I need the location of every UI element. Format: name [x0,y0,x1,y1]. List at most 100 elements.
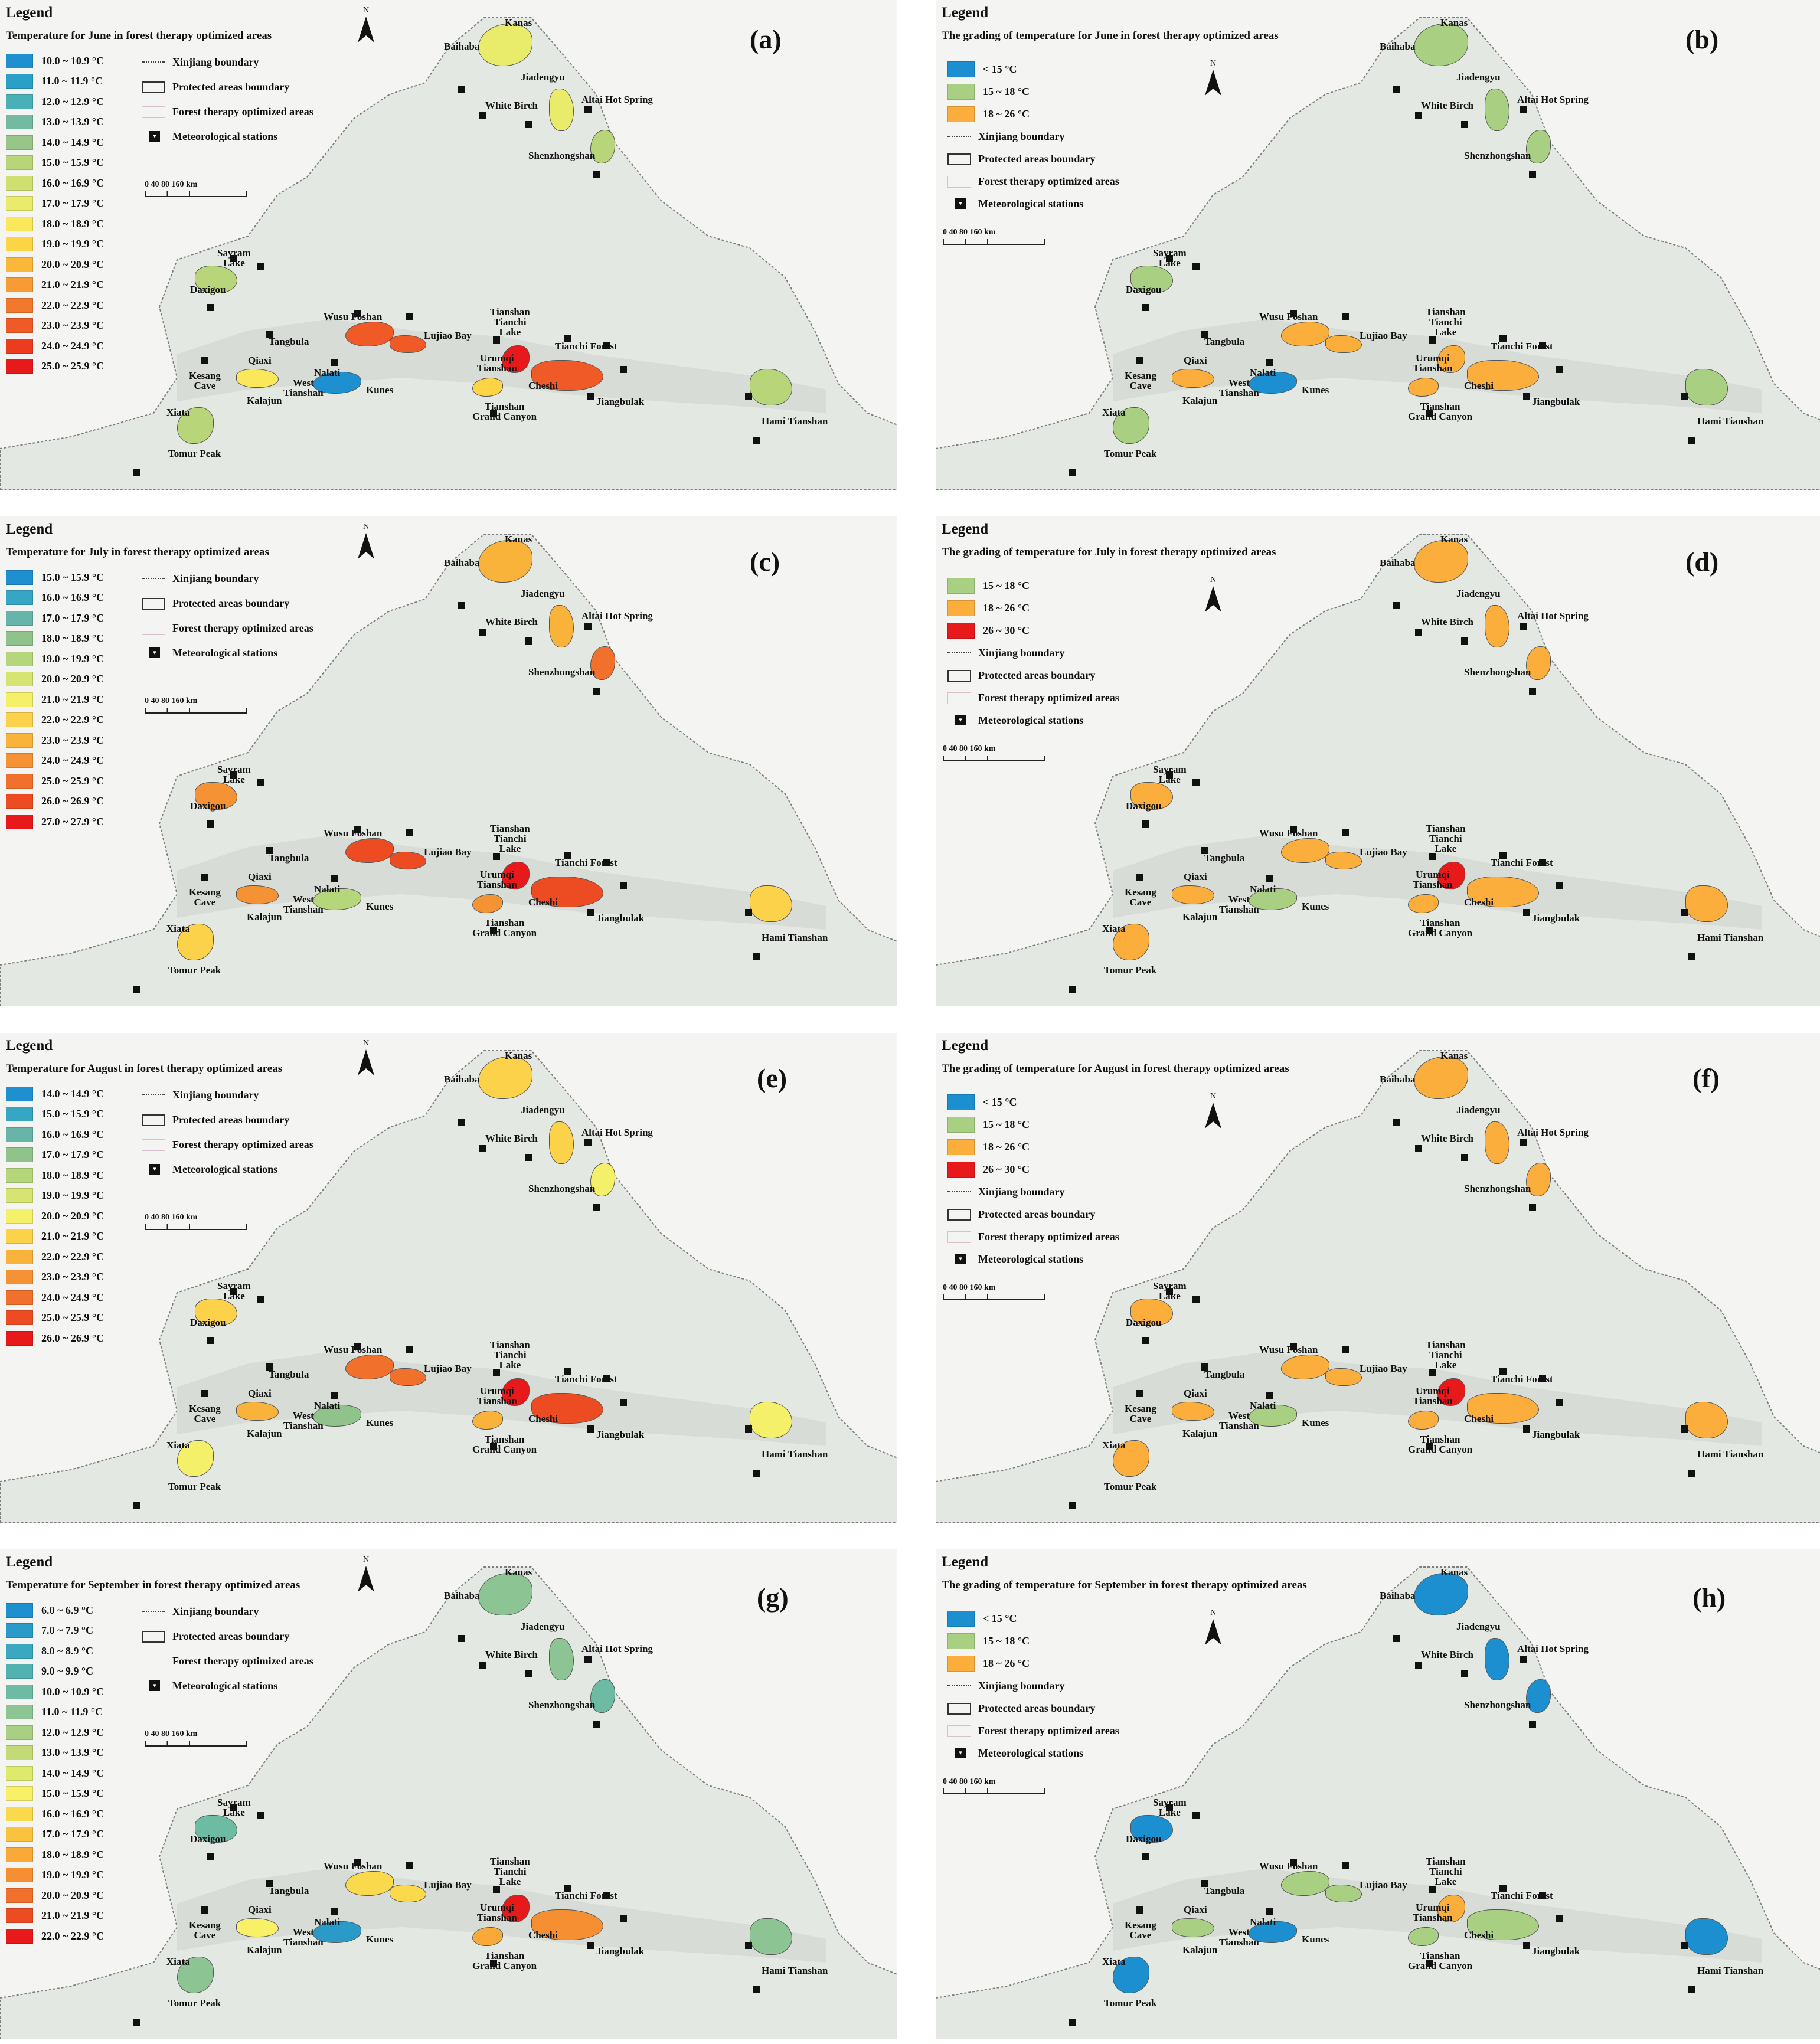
place-label: Jiadengyu [521,588,565,599]
meteorological-station-icon [354,1859,361,1866]
ramp-label: 18.0 ~ 18.9 °C [41,217,104,230]
legend-title: The grading of temperature for June in f… [942,30,1279,42]
meteorological-station-icon [201,357,208,364]
place-label: Altai Hot Spring [581,610,653,622]
forest-area [1467,360,1539,391]
meteorological-station-icon [493,853,500,860]
place-label: Tianshan Tianchi Lake [1426,1856,1466,1887]
place-label: White Birch [485,1649,538,1660]
place-label: Shenzhongshan [528,150,596,161]
color-swatch [6,1127,33,1142]
color-swatch [6,1603,33,1618]
place-label: Daxigou [1126,1833,1162,1844]
symbol-label: Forest therapy optimized areas [172,622,313,634]
scale-label: 0 40 80 160 km [145,1213,198,1222]
symbol-label: Protected areas boundary [978,152,1096,165]
forest-area [750,1402,792,1438]
meteorological-station-icon [1192,263,1200,270]
meteorological-station-icon [1523,393,1530,400]
place-label: Kanas [1440,1566,1468,1578]
place-label: Sayram Lake [217,247,251,269]
meteorological-station-icon [207,1853,214,1860]
forest-area [1414,540,1468,583]
meteorological-station-icon [1069,1502,1076,1509]
scale-label: 0 40 80 160 km [943,1777,996,1786]
meteorological-station-icon [493,1369,500,1376]
place-label: Tangbula [269,1885,309,1896]
color-swatch [6,1868,33,1883]
place-label: Jiadengyu [521,1104,565,1116]
color-swatch [6,1208,33,1224]
station-icon: ▾ [947,1254,971,1264]
forest-area [1130,782,1173,810]
station-icon: ▾ [142,1680,165,1691]
symbol-label: Forest therapy optimized areas [978,1724,1119,1736]
meteorological-station-icon [1266,359,1273,366]
place-label: Daxigou [190,1317,226,1328]
symbol-legend: Xinjiang boundary Protected areas boundar… [142,1082,313,1182]
place-label: Urumqi Tianshan [477,352,517,374]
ramp-row: 7.0 ~ 7.9 °C [6,1621,104,1641]
meteorological-station-icon [1556,366,1563,373]
color-swatch [6,277,33,293]
meteorological-station-icon [1523,1425,1530,1433]
place-label: Daxigou [190,800,226,812]
place-label: Sayram Lake [1153,1797,1187,1818]
place-label: Jiangbulak [1532,1429,1580,1440]
ramp-label: 16.0 ~ 16.9 °C [41,1128,104,1140]
meteorological-station-icon [1290,1343,1297,1350]
meteorological-station-icon [331,1392,338,1399]
legend-title: Temperature for September in forest ther… [6,1579,300,1591]
meteorological-station-icon [458,86,465,93]
place-label: Kanas [1440,1050,1468,1061]
meteorological-station-icon [1520,1656,1527,1663]
ramp-label: 12.0 ~ 12.9 °C [41,1726,104,1738]
meteorological-station-icon [1142,1853,1149,1860]
forest-area [472,378,503,397]
meteorological-station-icon [1166,1804,1173,1811]
color-swatch [6,338,33,354]
color-swatch [6,1188,33,1203]
ramp-row: 12.0 ~ 12.9 °C [6,91,104,112]
place-label: Tianchi Forest [1491,857,1553,868]
symbol-label: Meteorological stations [172,1163,278,1175]
place-label: Kalajun [247,395,282,406]
place-label: Xiata [166,1956,190,1967]
ramp-label: 19.0 ~ 19.9 °C [41,1189,104,1202]
color-ramp: 14.0 ~ 14.9 °C 15.0 ~ 15.9 °C 16.0 ~ 16.9 … [6,1084,104,1349]
ramp-label: 21.0 ~ 21.9 °C [41,1909,104,1922]
symbol-label: Xinjiang boundary [172,572,259,584]
meteorological-station-icon [1499,1885,1507,1892]
symbol-label: Meteorological stations [978,1747,1084,1759]
meteorological-station-icon [525,1670,532,1677]
tianshan-range [1113,319,1762,413]
symbol-label: Meteorological stations [172,1679,278,1692]
tianshan-range [1113,835,1762,930]
place-label: Hami Tianshan [1697,416,1764,427]
place-label: Sayram Lake [1153,1280,1187,1301]
color-swatch [6,651,33,666]
place-label: Xiata [1102,1956,1126,1967]
ramp-row: 16.0 ~ 16.9 °C [6,173,104,194]
ramp-label: 16.0 ~ 16.9 °C [41,176,104,189]
grade-label: 15 ~ 18 °C [983,1634,1030,1647]
ramp-row: 20.0 ~ 20.9 °C [6,669,104,690]
meteorological-station-icon [490,1960,497,1967]
ramp-label: 24.0 ~ 24.9 °C [41,339,104,352]
symbol-label: Protected areas boundary [172,1113,290,1126]
north-label: N [362,522,370,531]
place-label: Qiaxi [1184,1388,1207,1399]
meteorological-station-icon [1681,1942,1688,1949]
ramp-label: 19.0 ~ 19.9 °C [41,238,104,250]
ramp-row: 23.0 ~ 23.9 °C [6,1267,104,1288]
forest-area [1249,888,1297,910]
place-label: Xiata [166,407,190,418]
north-arrow-icon: N [1201,1608,1225,1650]
place-label: Lujiao Bay [1360,330,1407,341]
scale-label: 0 40 80 160 km [943,228,996,237]
place-label: Xiata [166,1440,190,1451]
meteorological-station-icon [1136,1390,1143,1397]
color-swatch [6,74,33,89]
symbol-label: Protected areas boundary [172,80,290,93]
place-label: Shenzhongshan [528,1183,596,1194]
